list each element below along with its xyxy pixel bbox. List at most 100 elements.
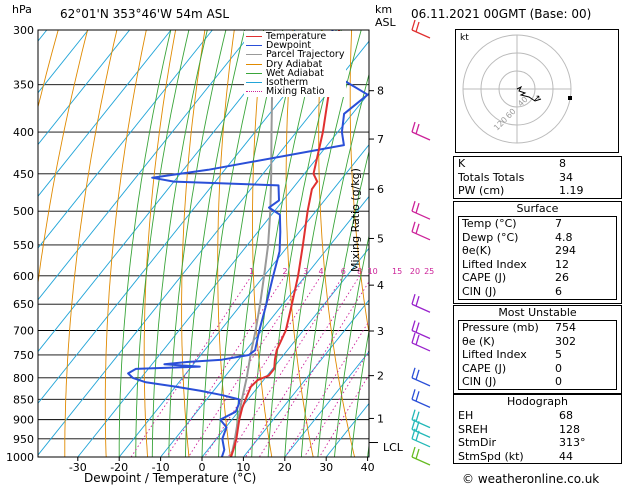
wind-barb-flag [411, 367, 416, 379]
hodograph-panel: ↗ kt 40 60 120 [455, 29, 619, 153]
index-value: 302 [555, 334, 576, 348]
mixing-ratio-label: 1 [249, 267, 254, 276]
wind-barb-flag [415, 296, 420, 307]
temperature-tick-label: -10 [152, 461, 170, 474]
wind-barb-flag [411, 409, 416, 420]
index-value: 5 [555, 348, 562, 362]
hodograph-storm-marker: ↗ [533, 94, 541, 104]
index-label: Pressure (mb) [462, 321, 539, 334]
height-km-label: 1 [377, 412, 384, 425]
mixing-ratio-line [284, 320, 369, 457]
index-value: 128 [559, 422, 580, 436]
wind-barb [411, 377, 431, 387]
dry-adiabat-line [143, 30, 177, 457]
most-unstable-inner: Pressure (mb) 754 θe (K) 302 Lifted Index 5… [458, 320, 617, 390]
legend-item: Mixing Ratio [246, 87, 344, 96]
index-label: StmDir [458, 436, 497, 450]
index-row: CAPE (J) 26 [459, 271, 616, 285]
dry-adiabat-line [381, 30, 438, 457]
legend-label: Mixing Ratio [266, 86, 325, 98]
legend-label: Parcel Trajectory [266, 49, 345, 61]
height-km-label: 7 [377, 133, 384, 146]
wind-barb-flag [411, 389, 416, 400]
wind-barb-flag [411, 19, 416, 31]
index-label: Dewp (°C) [462, 230, 519, 244]
pressure-tick-label: 950 [13, 433, 34, 446]
wind-barb-flag [415, 411, 420, 422]
x-axis-title: Dewpoint / Temperature (°C) [84, 471, 257, 485]
wind-barb [411, 210, 431, 220]
dry-adiabat-line [64, 30, 118, 457]
mixing-ratio-label: 10 [368, 267, 378, 276]
lcl-label: LCL [383, 441, 403, 454]
mixing-ratio-line [303, 349, 369, 457]
copyright-footer: © weatheronline.co.uk [462, 472, 600, 486]
wind-barb-flag [415, 202, 420, 214]
temperature-tick-label: 40 [361, 461, 375, 474]
mixing-ratio-label: 2 [282, 267, 287, 276]
legend-item: Dry Adiabat [246, 59, 344, 69]
legend-item: Temperature [246, 32, 344, 41]
wind-barb-flag [415, 430, 420, 441]
wet-adiabat-line [151, 30, 208, 457]
index-label: θe (K) [462, 334, 495, 348]
index-value: 6 [555, 284, 562, 298]
wind-barb-flag [415, 369, 420, 381]
isotherm-line [38, 30, 296, 353]
wind-barb [411, 131, 431, 141]
height-km-label: 2 [377, 370, 384, 383]
index-label: Lifted Index [462, 348, 527, 362]
legend-item: Dewpoint [246, 41, 344, 51]
index-label: StmSpd (kt) [458, 449, 524, 463]
wind-barb-flag [411, 332, 416, 344]
hodograph-title: Hodograph [507, 395, 568, 408]
dry-adiabat-line [181, 30, 206, 457]
index-row: Temp (°C) 7 [459, 217, 616, 231]
index-value: 26 [555, 271, 569, 285]
index-label: CIN (J) [462, 375, 497, 389]
pressure-tick-label: 400 [13, 126, 34, 139]
legend-swatch [246, 45, 262, 47]
pressure-tick-label: 350 [13, 79, 34, 92]
height-km-label: 5 [377, 232, 384, 245]
legend-swatch [246, 82, 262, 84]
temperature-tick-label: 0 [199, 461, 206, 474]
wind-barb [411, 438, 431, 448]
isotherm-line [201, 247, 369, 457]
wind-barb-flag [411, 419, 416, 430]
index-label: CAPE (J) [462, 361, 507, 375]
temperature-tick-label: 10 [236, 461, 250, 474]
wind-barb [411, 342, 431, 352]
index-label: θe(K) [462, 244, 492, 258]
hodograph-kt-label: kt [460, 33, 469, 43]
wet-adiabat-line [267, 30, 342, 457]
wind-barb-flag [415, 223, 420, 235]
wind-barb [411, 29, 431, 39]
wet-adiabat-line [234, 30, 303, 457]
wet-adiabat-line [168, 30, 227, 457]
index-value: 0 [555, 361, 562, 375]
mixing-ratio-label: 8 [357, 267, 362, 276]
wind-barb-flag [415, 334, 420, 346]
index-row: StmSpd (kt) 44 [454, 450, 621, 464]
wet-adiabat-line [184, 30, 246, 457]
mixing-ratio-line [245, 275, 361, 457]
legend-label: Wet Adiabat [266, 67, 324, 79]
index-row: CIN (J) 0 [459, 375, 616, 389]
most-unstable-title: Most Unstable [498, 306, 577, 319]
legend-item: Wet Adiabat [246, 69, 344, 78]
wet-adiabat-line [334, 233, 369, 457]
index-row: Totals Totals 34 [454, 171, 621, 185]
pressure-tick-label: 700 [13, 325, 34, 338]
index-label: PW (cm) [458, 184, 505, 198]
dry-adiabat-line [104, 30, 147, 457]
wet-adiabat-line [218, 30, 284, 457]
index-label: CAPE (J) [462, 271, 507, 285]
temperature-tick-label: 30 [319, 461, 333, 474]
km-axis-label: km [375, 3, 393, 16]
index-row: EH 68 [454, 409, 621, 423]
pressure-tick-label: 750 [13, 349, 34, 362]
index-row: PW (cm) 1.19 [454, 184, 621, 198]
